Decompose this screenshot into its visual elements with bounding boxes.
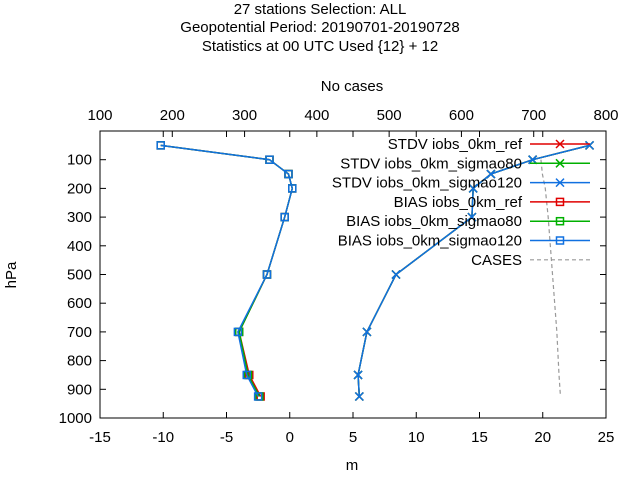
marker-stroke: [353, 370, 363, 380]
x-tick-label: -10: [152, 429, 174, 446]
data-point: [280, 212, 289, 222]
legend: STDV iobs_0km_ref STDV iobs_0km_sigmao80 S…: [332, 136, 590, 269]
data-point: [353, 370, 363, 380]
data-point: [354, 391, 364, 402]
chart-title: 27 stations Selection: ALL Geopotential …: [180, 1, 459, 55]
data-point: [585, 140, 595, 150]
x2-tick-label: 800: [593, 107, 618, 124]
y-tick-label: 900: [67, 381, 92, 398]
data-point: [528, 155, 538, 165]
legend-label: BIAS iobs_0km_sigmao120: [338, 233, 522, 250]
marker-stroke: [486, 169, 496, 179]
data-point: [284, 169, 293, 179]
marker-stroke: [391, 269, 401, 280]
legend-label: STDV iobs_0km_sigmao120: [332, 175, 522, 192]
data-point: [467, 212, 477, 222]
plot-area: [156, 140, 595, 402]
y-tick-label: 600: [67, 295, 92, 312]
x2-tick-label: 300: [232, 107, 257, 124]
series-3: [156, 141, 297, 401]
data-point: [242, 370, 251, 380]
axes: -15 -10 -5 0 5 10 15 20 25 100 200 300 400 500 600 700 8…: [59, 107, 619, 446]
data-point: [265, 155, 274, 164]
marker-stroke: [555, 178, 565, 188]
cases-line: [540, 159, 562, 397]
marker-stroke: [585, 140, 595, 150]
marker-stroke: [362, 327, 372, 337]
x-axis-label: m: [346, 457, 359, 474]
legend-label: BIAS iobs_0km_ref: [394, 194, 523, 211]
legend-marker: [555, 158, 565, 168]
x2-tick-label: 100: [87, 107, 112, 124]
marker-stroke: [468, 183, 478, 193]
marker-stroke: [528, 155, 538, 165]
legend-marker: [555, 236, 565, 245]
data-point: [468, 183, 478, 193]
x2-tick-label: 700: [521, 107, 546, 124]
data-point: [391, 269, 401, 280]
data-point: [288, 184, 297, 193]
x2-axis-label: No cases: [321, 78, 384, 95]
series-2: [353, 140, 595, 402]
y-tick-label: 800: [67, 353, 92, 370]
marker-stroke: [555, 139, 565, 149]
data-point: [253, 392, 263, 401]
legend-marker: [555, 216, 565, 226]
x-tick-label: 25: [598, 429, 615, 446]
data-point: [233, 327, 243, 337]
x-tick-label: 0: [286, 429, 294, 446]
data-point: [362, 327, 372, 337]
legend-label: STDV iobs_0km_sigmao80: [340, 155, 522, 172]
legend-label: BIAS iobs_0km_sigmao80: [346, 213, 522, 230]
y-tick-label: 300: [67, 209, 92, 226]
y-tick-label: 400: [67, 238, 92, 255]
legend-label: CASES: [471, 252, 522, 269]
x-tick-label: -5: [220, 429, 233, 446]
marker-stroke: [354, 391, 364, 402]
series-line: [160, 144, 294, 397]
legend-marker: [555, 178, 565, 188]
series-5: [156, 141, 297, 401]
y-tick-label: 1000: [59, 410, 92, 427]
legend-marker: [555, 197, 565, 207]
marker-stroke: [555, 158, 565, 168]
legend-label: STDV iobs_0km_ref: [388, 136, 523, 153]
x-tick-label: 15: [471, 429, 488, 446]
x2-tick-label: 600: [449, 107, 474, 124]
x-tick-label: -15: [89, 429, 111, 446]
title-line-1: 27 stations Selection: ALL: [234, 1, 407, 18]
y-tick-label: 500: [67, 267, 92, 284]
y-tick-label: 700: [67, 324, 92, 341]
marker-stroke: [467, 212, 477, 222]
title-line-2: Geopotential Period: 20190701-20190728: [180, 19, 459, 36]
y-axis-label: hPa: [3, 261, 20, 288]
x-tick-label: 10: [408, 429, 425, 446]
title-line-3: Statistics at 00 UTC Used {12} + 12: [202, 38, 438, 55]
data-point: [486, 169, 496, 179]
x2-tick-label: 500: [377, 107, 402, 124]
x-tick-label: 5: [349, 429, 357, 446]
data-point: [156, 141, 165, 150]
x-tick-label: 20: [534, 429, 551, 446]
y-tick-label: 200: [67, 180, 92, 197]
y-tick-label: 100: [67, 152, 92, 169]
x2-tick-label: 400: [304, 107, 329, 124]
x2-tick-label: 200: [160, 107, 185, 124]
plot-frame: [99, 130, 607, 419]
series-line: [160, 144, 294, 397]
data-point: [262, 270, 272, 279]
legend-marker: [555, 139, 565, 149]
series-line: [160, 144, 294, 397]
series-4: [156, 141, 297, 401]
